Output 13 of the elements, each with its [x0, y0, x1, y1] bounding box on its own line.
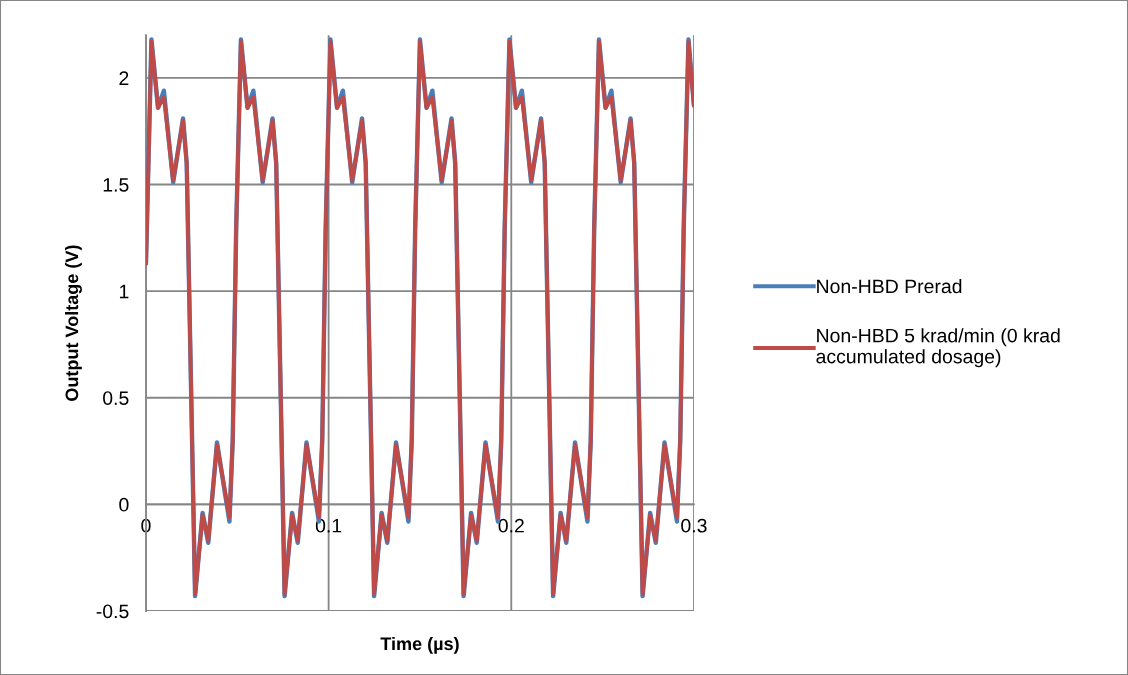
- legend-label: Non-HBD Prerad: [817, 278, 962, 294]
- y-tick-label: -0.5: [96, 604, 129, 619]
- y-tick-label: 2: [119, 71, 129, 85]
- x-tick-label: 0: [141, 518, 151, 533]
- y-axis-title: Output Voltage (V): [65, 245, 82, 401]
- x-tick-label: 0.3: [681, 518, 707, 533]
- y-tick-label: 0: [119, 497, 129, 512]
- legend-label: Non-HBD 5 krad/min (0 krad accumulated dosage): [816, 328, 1060, 368]
- y-tick-label: 1.5: [103, 178, 129, 192]
- y-tick-label: 0.5: [103, 391, 129, 405]
- x-tick-label: 0.2: [498, 518, 524, 533]
- x-axis-title: Time (µs): [380, 636, 459, 654]
- y-tick-label: 1: [119, 284, 129, 299]
